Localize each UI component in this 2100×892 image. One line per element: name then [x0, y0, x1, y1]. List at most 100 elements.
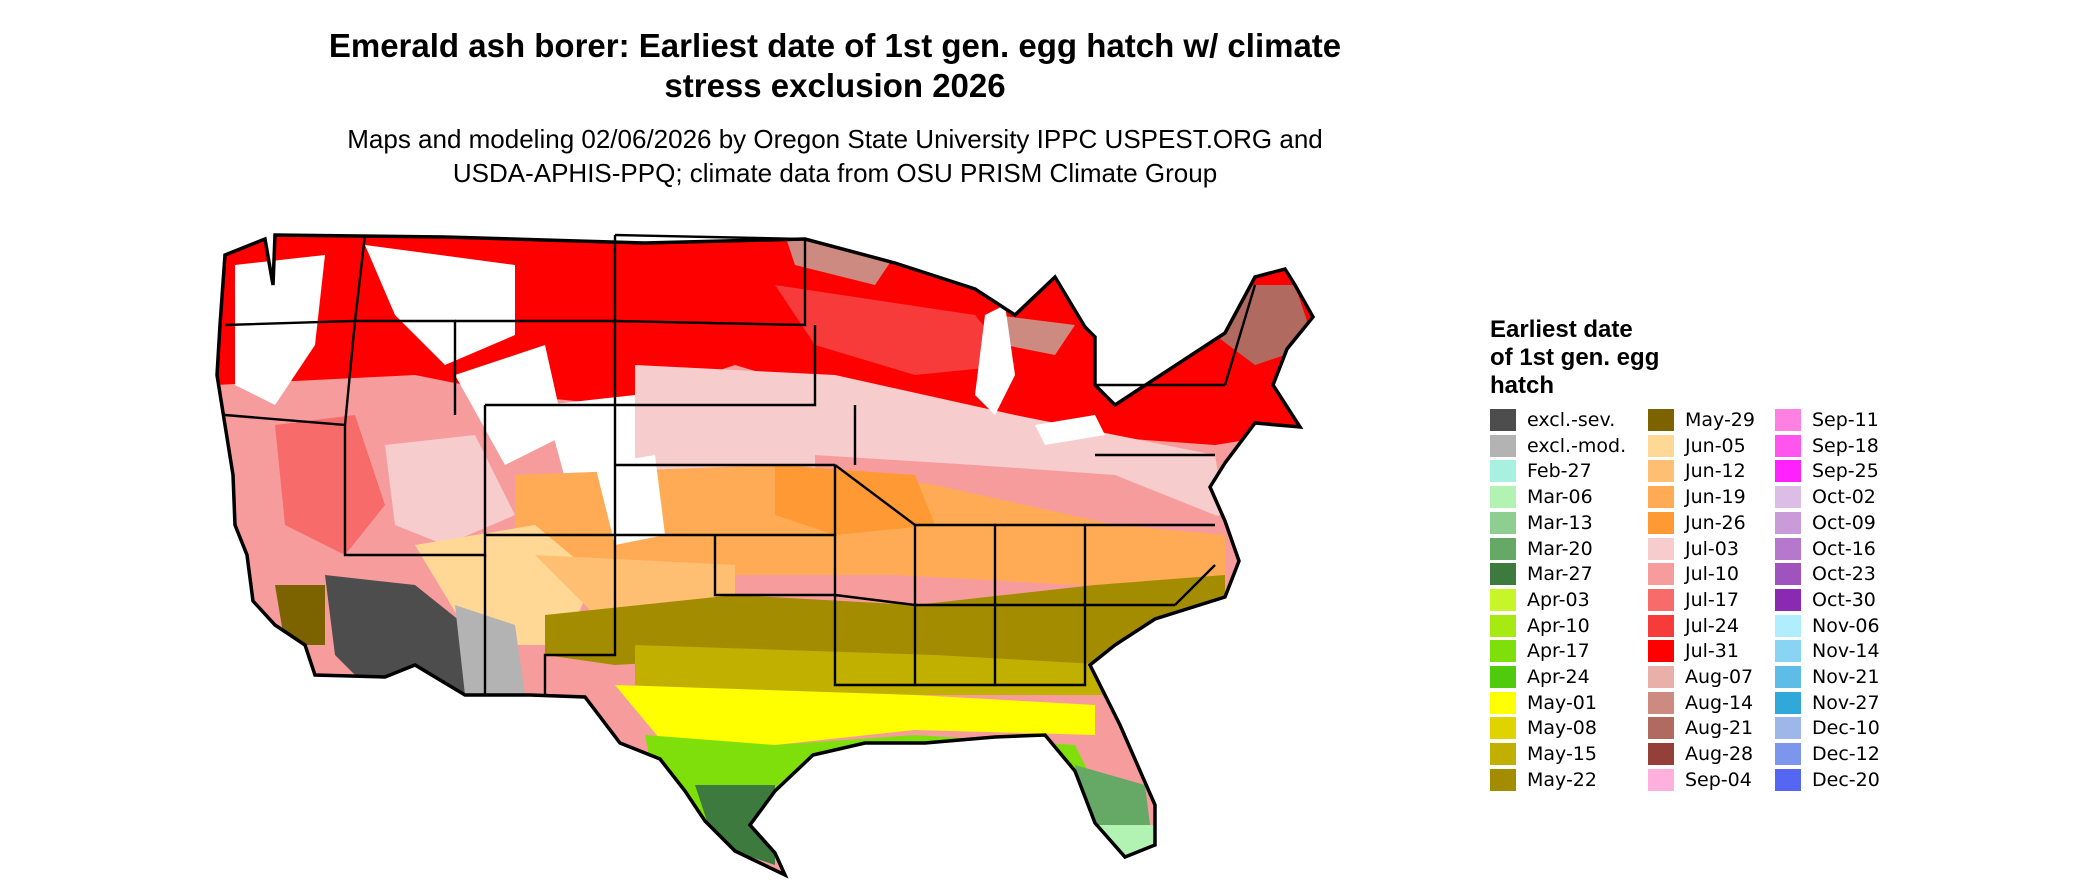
legend-item: Feb-27	[1490, 459, 1592, 483]
legend-swatch	[1775, 460, 1801, 483]
legend-label: Jun-26	[1685, 511, 1746, 534]
legend-swatch	[1775, 691, 1801, 714]
legend-item: Dec-12	[1775, 742, 1880, 766]
legend-swatch	[1648, 460, 1674, 483]
map-subtitle-line-2: USDA-APHIS-PPQ; climate data from OSU PR…	[452, 158, 1218, 188]
legend-label: Sep-18	[1812, 434, 1879, 457]
legend-item: Dec-10	[1775, 716, 1880, 740]
legend-item: Nov-21	[1775, 665, 1880, 689]
legend-swatch	[1775, 563, 1801, 586]
legend-label: Oct-02	[1812, 486, 1876, 509]
legend-swatch	[1775, 486, 1801, 509]
legend-item: Apr-17	[1490, 639, 1590, 663]
legend-item: Jul-10	[1648, 562, 1739, 586]
legend-item: excl.-mod.	[1490, 434, 1626, 458]
legend-item: Nov-27	[1775, 691, 1880, 715]
legend-item: Apr-10	[1490, 614, 1590, 638]
legend-swatch	[1490, 486, 1516, 509]
legend-label: Oct-30	[1812, 588, 1876, 611]
legend-swatch	[1490, 743, 1516, 766]
legend-item: Sep-18	[1775, 434, 1879, 458]
legend-item: Dec-20	[1775, 768, 1880, 792]
legend-label: Oct-16	[1812, 537, 1876, 560]
legend-label: Nov-27	[1812, 691, 1880, 714]
legend-label: Aug-21	[1685, 717, 1754, 740]
legend-swatch	[1775, 717, 1801, 740]
legend-title-line-3: hatch	[1490, 372, 1555, 399]
legend-swatch	[1648, 768, 1674, 791]
great-lakes	[975, 305, 1105, 445]
legend-swatch	[1648, 666, 1674, 688]
legend-label: Jul-31	[1685, 640, 1739, 663]
legend-label: Apr-03	[1527, 588, 1590, 611]
legend-item: May-01	[1490, 691, 1597, 715]
legend-label: May-29	[1685, 409, 1755, 431]
legend-label: Sep-11	[1812, 409, 1879, 431]
legend-item: Sep-04	[1648, 768, 1752, 792]
legend-label: Apr-24	[1527, 666, 1590, 688]
legend-swatch	[1490, 691, 1516, 714]
legend-label: Jul-03	[1685, 537, 1739, 560]
legend-label: Apr-17	[1527, 640, 1590, 663]
legend-item: May-15	[1490, 742, 1597, 766]
legend-item: Oct-30	[1775, 588, 1876, 612]
legend-swatch	[1490, 640, 1516, 663]
map-subtitle: Maps and modeling 02/06/2026 by Oregon S…	[230, 122, 1440, 190]
legend-swatch	[1490, 434, 1516, 457]
legend-label: Dec-20	[1812, 768, 1880, 791]
legend-swatch	[1775, 511, 1801, 534]
legend-item: May-22	[1490, 768, 1597, 792]
legend-label: Dec-10	[1812, 717, 1880, 740]
legend-label: Sep-04	[1685, 768, 1752, 791]
legend-swatch	[1775, 537, 1801, 560]
legend-label: Nov-14	[1812, 640, 1880, 663]
legend-item: Sep-11	[1775, 408, 1879, 432]
legend-item: Oct-02	[1775, 485, 1876, 509]
legend-item: May-29	[1648, 408, 1755, 432]
legend-label: Mar-27	[1527, 563, 1593, 586]
map-subtitle-line-1: Maps and modeling 02/06/2026 by Oregon S…	[347, 124, 1323, 154]
legend-swatch	[1775, 588, 1801, 611]
map-title-line-2: stress exclusion 2026	[664, 67, 1006, 104]
legend-item: Jun-12	[1648, 459, 1746, 483]
legend-item: excl.-sev.	[1490, 408, 1615, 432]
legend-swatch	[1775, 640, 1801, 663]
legend-item: Jun-05	[1648, 434, 1746, 458]
legend-label: Dec-12	[1812, 743, 1880, 766]
legend-item: Aug-21	[1648, 716, 1753, 740]
legend-item: Aug-28	[1648, 742, 1753, 766]
legend-item: Apr-24	[1490, 665, 1590, 689]
legend-label: Nov-21	[1812, 666, 1880, 688]
legend-item: Nov-06	[1775, 614, 1880, 638]
legend-swatch	[1490, 588, 1516, 611]
legend: excl.-sev. excl.-mod. Feb-27 Mar-06 Mar-13 Ma…	[1490, 408, 1910, 798]
legend-swatch	[1775, 614, 1801, 637]
legend-swatch	[1775, 666, 1801, 688]
legend-label: Mar-13	[1527, 511, 1593, 534]
legend-label: Aug-28	[1685, 743, 1754, 766]
legend-title: Earliest date of 1st gen. egg hatch	[1490, 316, 1720, 400]
legend-swatch	[1490, 409, 1516, 431]
legend-item: Nov-14	[1775, 639, 1880, 663]
legend-swatch	[1490, 460, 1516, 483]
legend-swatch	[1490, 511, 1516, 534]
legend-label: Jun-12	[1685, 460, 1746, 483]
legend-label: Feb-27	[1527, 460, 1592, 483]
map-title: Emerald ash borer: Earliest date of 1st …	[230, 26, 1440, 106]
legend-label: Jul-10	[1685, 563, 1739, 586]
legend-item: Apr-03	[1490, 588, 1590, 612]
legend-label: May-08	[1527, 717, 1597, 740]
legend-label: Aug-14	[1685, 691, 1754, 714]
legend-swatch	[1490, 614, 1516, 637]
legend-item: Sep-25	[1775, 459, 1879, 483]
legend-item: Aug-07	[1648, 665, 1753, 689]
legend-item: Mar-27	[1490, 562, 1593, 586]
legend-item: Oct-09	[1775, 511, 1876, 535]
legend-swatch	[1490, 666, 1516, 688]
legend-item: Jul-24	[1648, 614, 1739, 638]
legend-swatch	[1648, 717, 1674, 740]
legend-swatch	[1648, 691, 1674, 714]
legend-swatch	[1490, 537, 1516, 560]
legend-label: Jun-19	[1685, 486, 1746, 509]
legend-swatch	[1775, 768, 1801, 791]
